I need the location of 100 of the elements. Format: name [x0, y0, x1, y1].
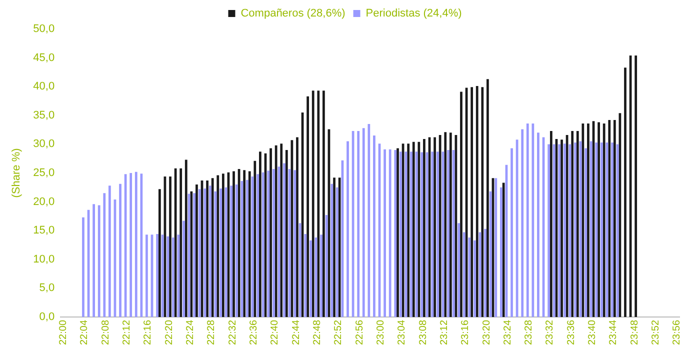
bar — [418, 142, 420, 317]
bar — [204, 188, 206, 317]
bar — [156, 234, 158, 317]
bar — [322, 90, 325, 317]
x-tick-label: 23:04 — [396, 320, 408, 346]
bar — [590, 141, 592, 317]
bar — [484, 228, 487, 317]
bar — [304, 234, 307, 317]
bar — [140, 174, 143, 317]
y-tick-label: 25,0 — [33, 167, 55, 180]
bar — [184, 160, 188, 317]
bar — [571, 130, 574, 317]
bar — [285, 150, 288, 317]
bar — [550, 130, 552, 317]
x-tick-label: 22:48 — [312, 320, 323, 346]
bar — [325, 215, 328, 317]
bar — [447, 150, 450, 317]
bar — [476, 86, 478, 317]
bar — [320, 234, 322, 317]
bar — [317, 90, 320, 317]
bar — [166, 236, 170, 317]
bar — [224, 187, 228, 317]
bar — [336, 187, 338, 317]
bar — [532, 123, 534, 317]
x-tick-label: 22:44 — [290, 320, 302, 346]
bar — [420, 152, 424, 317]
bar — [98, 205, 100, 317]
bar — [602, 123, 606, 317]
bar — [146, 234, 148, 317]
bar — [584, 148, 588, 317]
y-tick-label: 10,0 — [33, 253, 55, 266]
bar — [270, 148, 272, 317]
bar — [624, 68, 626, 317]
x-tick-label: 22:36 — [248, 320, 260, 346]
bar — [190, 191, 193, 317]
bar — [587, 123, 590, 317]
bar — [248, 171, 251, 317]
bar — [598, 122, 600, 317]
y-tick-label: 5,0 — [39, 282, 55, 294]
bar — [220, 188, 222, 317]
bar — [396, 148, 399, 317]
bar — [537, 132, 540, 317]
bar — [182, 220, 185, 317]
x-tick-label: 22:12 — [121, 320, 132, 346]
bar — [373, 136, 376, 317]
bar — [388, 149, 392, 317]
y-tick-label: 20,0 — [33, 196, 55, 208]
y-tick-label: 30,0 — [33, 138, 55, 150]
bar — [489, 191, 492, 317]
y-tick-label: 0,0 — [39, 311, 55, 324]
x-tick-label: 23:40 — [587, 320, 598, 346]
bar — [481, 87, 484, 317]
bar — [103, 193, 106, 317]
bar — [470, 87, 474, 317]
x-tick-label: 23:20 — [481, 320, 492, 346]
x-tick-label: 22:40 — [270, 320, 281, 346]
bar — [161, 234, 164, 317]
bar — [412, 142, 415, 317]
bar — [235, 184, 238, 317]
x-tick-label: 23:32 — [544, 320, 556, 346]
bar — [246, 180, 248, 317]
x-tick-label: 23:44 — [608, 320, 620, 346]
bar — [368, 124, 370, 317]
bar — [130, 172, 132, 317]
x-tick-label: 22:52 — [333, 320, 344, 346]
legend-label: Compañeros (28,6%) — [240, 8, 346, 20]
x-tick-label: 22:04 — [79, 320, 90, 346]
bar — [230, 186, 233, 317]
bar — [452, 150, 455, 317]
bar — [407, 144, 410, 317]
y-tick-label: 40,0 — [33, 80, 55, 93]
bar — [399, 152, 402, 317]
x-tick-label: 23:48 — [629, 320, 640, 346]
x-tick-label: 23:56 — [672, 320, 683, 346]
bar — [460, 92, 462, 317]
bar — [296, 137, 298, 317]
bar — [458, 223, 460, 317]
bar — [330, 184, 334, 317]
bar — [357, 130, 360, 317]
x-tick-label: 22:00 — [58, 320, 70, 346]
x-tick-label: 23:36 — [566, 320, 577, 346]
x-tick-label: 22:08 — [100, 320, 112, 346]
bar — [438, 134, 442, 317]
bar — [436, 152, 439, 317]
bar — [82, 217, 84, 317]
legend-label: Periodistas (24,4%) — [366, 8, 462, 20]
bar — [595, 142, 598, 317]
bar — [134, 172, 138, 317]
bar — [500, 187, 502, 317]
bar — [298, 223, 302, 317]
bar — [560, 140, 563, 317]
bar — [552, 144, 556, 317]
bar — [394, 150, 397, 317]
bar — [280, 144, 283, 317]
bar — [158, 189, 161, 317]
bar — [346, 141, 349, 317]
bar — [267, 170, 270, 317]
x-tick-label: 22:28 — [206, 320, 218, 346]
bar — [196, 184, 198, 317]
x-tick-label: 23:24 — [502, 320, 514, 346]
